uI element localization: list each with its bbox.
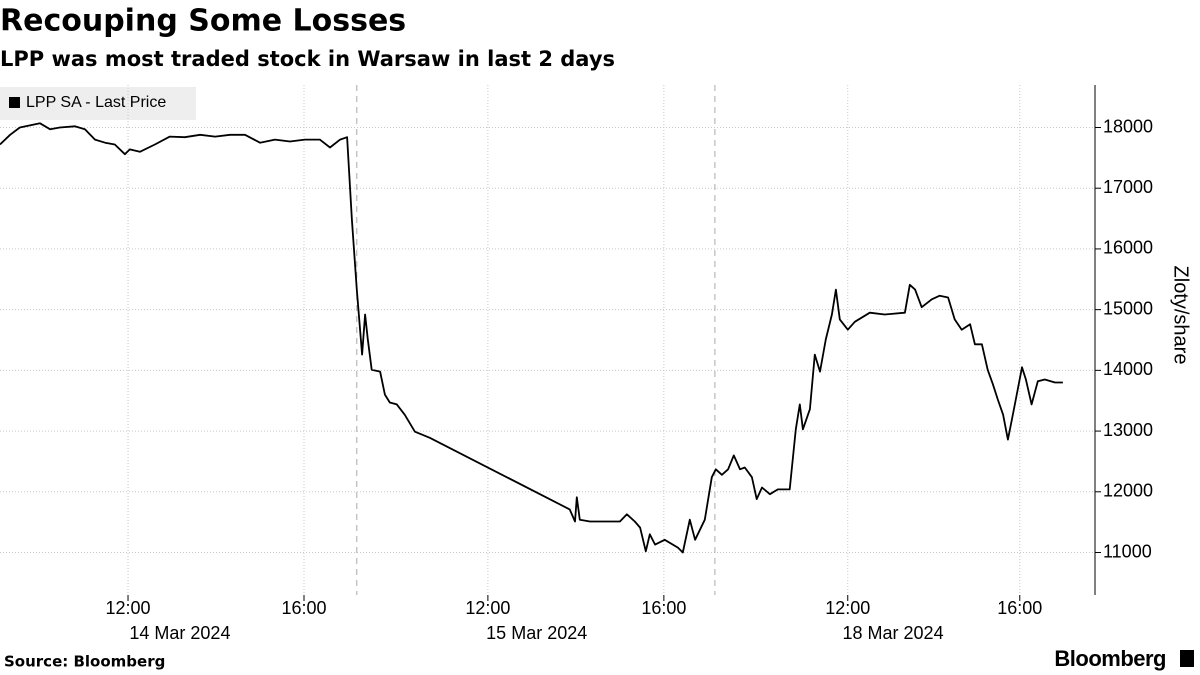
y-tick-label: 17000 xyxy=(1103,177,1153,197)
line xyxy=(0,122,1063,554)
x-tick-label: 16:00 xyxy=(281,598,326,618)
x-tick-label: 12:00 xyxy=(105,598,150,618)
x-tick-label: 12:00 xyxy=(465,598,510,618)
brand-icon xyxy=(1180,650,1194,667)
y-tick-label: 16000 xyxy=(1103,238,1153,258)
legend-label: LPP SA - Last Price xyxy=(26,94,166,111)
y-tick-label: 14000 xyxy=(1103,359,1153,379)
y-tick-label: 13000 xyxy=(1103,420,1153,440)
y-tick-label: 18000 xyxy=(1103,116,1153,136)
source: Source: Bloomberg xyxy=(4,653,165,671)
y-tick-label: 11000 xyxy=(1103,541,1152,561)
legend-swatch xyxy=(9,97,20,108)
legend-box xyxy=(0,87,196,120)
x-tick-label: 12:00 xyxy=(825,598,870,618)
x-date-label: 14 Mar 2024 xyxy=(129,623,230,643)
x-tick-label: 16:00 xyxy=(997,598,1042,618)
x-date-label: 18 Mar 2024 xyxy=(843,623,944,643)
chart-title: Recouping Some Losses xyxy=(0,4,406,39)
x-date-label: 15 Mar 2024 xyxy=(486,623,587,643)
x-tick-label: 16:00 xyxy=(641,598,686,618)
chart-subtitle: LPP was most traded stock in Warsaw in l… xyxy=(0,47,615,71)
y-tick-label: 12000 xyxy=(1103,481,1153,501)
y-tick-label: 15000 xyxy=(1103,298,1153,318)
y-axis-label: Zloty/share xyxy=(1170,266,1192,365)
brand: Bloomberg xyxy=(1054,646,1166,671)
